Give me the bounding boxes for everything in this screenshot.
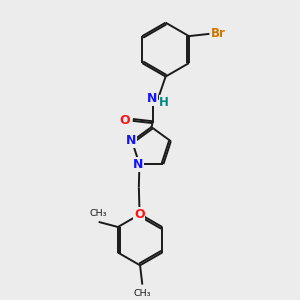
Text: N: N xyxy=(147,92,157,105)
Text: H: H xyxy=(159,96,169,109)
Text: CH₃: CH₃ xyxy=(134,289,151,298)
Text: O: O xyxy=(119,114,130,127)
Text: CH₃: CH₃ xyxy=(89,209,107,218)
Text: O: O xyxy=(134,208,145,220)
Text: N: N xyxy=(133,158,143,171)
Text: N: N xyxy=(125,134,136,147)
Text: Br: Br xyxy=(211,27,226,40)
